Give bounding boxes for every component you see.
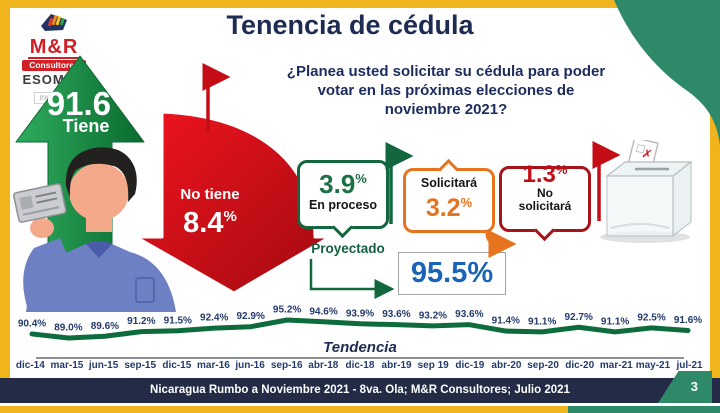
trend-value-label: 91.2% xyxy=(127,316,155,327)
survey-question-line3: noviembre 2021? xyxy=(384,101,508,118)
survey-question-line2: votar en las próximas elecciones de xyxy=(317,82,575,99)
trend-value-label: 91.4% xyxy=(492,316,520,327)
en-proceso-label: En proceso xyxy=(308,198,378,212)
en-proceso-bubble: 3.9% En proceso xyxy=(297,160,389,239)
trend-category-label: dic-18 xyxy=(345,360,375,371)
tiene-label: Tiene xyxy=(62,116,110,136)
no-solicitara-bubble: 1.3% No solicitará xyxy=(499,162,591,242)
trend-category-label: mar-21 xyxy=(599,360,633,371)
footer-text: Nicaragua Rumbo a Noviembre 2021 - 8va. … xyxy=(150,384,570,396)
trend-category-label: abr-18 xyxy=(308,360,339,371)
survey-question: ¿Planea usted solicitar su cédula para p… xyxy=(244,62,648,119)
trend-category-label: abr-19 xyxy=(381,360,412,371)
trend-value-label: 92.5% xyxy=(637,312,665,323)
trend-line xyxy=(29,317,691,341)
trend-value-label: 91.1% xyxy=(601,316,629,327)
trend-category-label: may-21 xyxy=(635,360,671,371)
trend-value-label: 92.4% xyxy=(200,313,228,324)
no-solicitara-value-unit: % xyxy=(555,162,568,177)
tiene-value-unit: % xyxy=(111,88,126,105)
trend-category-label: sep 19 xyxy=(417,360,449,371)
trend-category-label: abr-20 xyxy=(491,360,522,371)
solicitara-value-unit: % xyxy=(460,195,473,210)
trend-value-label: 93.6% xyxy=(382,309,410,320)
page-title: Tenencia de cédula xyxy=(226,10,474,40)
frame-border-top xyxy=(0,0,720,8)
en-proceso-value: 3.9% xyxy=(300,165,386,198)
en-proceso-value-number: 3.9 xyxy=(319,169,356,199)
trend-category-label: sep-16 xyxy=(270,360,303,371)
proyectado-label: Proyectado xyxy=(311,241,385,256)
logo-brand: M&R xyxy=(27,36,81,59)
frame-border-left xyxy=(0,0,10,378)
no-tiene-value: 8.4% xyxy=(150,202,270,238)
trend-chart: 90.4% 89.0% 89.6% 91.2% 91.5% 92.4% 92.9% 95.2%… xyxy=(18,305,702,341)
svg-text:✗: ✗ xyxy=(641,146,654,162)
logo-division: Consultores xyxy=(22,60,86,71)
trend-value-label: 91.5% xyxy=(164,315,192,326)
survey-question-line1: ¿Planea usted solicitar su cédula para p… xyxy=(286,63,606,80)
trend-category-axis: dic-14 mar-15 jun-15 sep-15 dic-15 mar-16 jun-… xyxy=(12,360,708,371)
trend-value-label: 92.9% xyxy=(236,311,264,322)
trend-category-label: jun-15 xyxy=(88,360,119,371)
person-with-id-illustration xyxy=(13,147,176,312)
trend-category-label: dic-20 xyxy=(565,360,595,371)
solicitara-value-number: 3.2 xyxy=(425,194,461,222)
solicitara-label: Solicitará xyxy=(420,176,478,190)
no-solicitara-value-number: 1.3 xyxy=(522,161,556,188)
trend-value-label: 92.7% xyxy=(564,312,592,323)
logo-icon xyxy=(41,14,67,31)
trend-category-label: sep-15 xyxy=(124,360,157,371)
trend-value-label: 93.6% xyxy=(455,309,483,320)
footer-bar: Nicaragua Rumbo a Noviembre 2021 - 8va. … xyxy=(0,378,720,403)
page-number: 3 xyxy=(690,379,698,394)
trend-value-label: 90.4% xyxy=(18,318,46,329)
solicitara-value: 3.2% xyxy=(406,190,492,221)
tiene-value: 91.6% xyxy=(26,80,146,121)
bottom-strip-green xyxy=(568,406,720,413)
no-solicitara-label-line1: No xyxy=(537,186,553,200)
corner-blob-decoration xyxy=(614,0,720,146)
no-solicitara-label-line2: solicitará xyxy=(518,199,572,213)
no-solicitara-bubble-pointer xyxy=(533,219,556,242)
trend-category-label: mar-15 xyxy=(50,360,84,371)
trend-category-label: dic-14 xyxy=(15,360,45,371)
trend-category-label: mar-16 xyxy=(197,360,230,371)
bottom-strip-gold xyxy=(0,406,568,413)
bottom-strips xyxy=(0,403,720,413)
trend-category-label: dic-15 xyxy=(162,360,192,371)
trend-category-label: jun-16 xyxy=(235,360,265,371)
trend-title: Tendencia xyxy=(323,339,397,356)
trend-value-label: 93.9% xyxy=(346,308,374,319)
trend-value-label: 93.2% xyxy=(419,310,447,321)
en-proceso-value-unit: % xyxy=(355,171,367,186)
trend-category-label: jul-21 xyxy=(676,360,703,371)
no-solicitara-value: 1.3% xyxy=(502,158,588,187)
trend-value-label: 91.1% xyxy=(528,316,556,327)
arrow-solicitara-out xyxy=(485,230,517,258)
no-tiene-value-unit: % xyxy=(223,208,237,225)
proyectado-value-box: 95.5% xyxy=(398,252,506,295)
solicitara-bubble: Solicitará 3.2% xyxy=(403,158,495,233)
trend-category-label: sep-20 xyxy=(527,360,559,371)
tiene-value-number: 91.6 xyxy=(46,85,111,122)
trend-category-label: dic-19 xyxy=(455,360,485,371)
trend-value-label: 94.6% xyxy=(309,306,337,317)
ballot-box-illustration: ✗ xyxy=(600,140,693,243)
no-tiene-label: No tiene xyxy=(180,186,240,203)
frame-border-right xyxy=(710,0,720,378)
trend-value-label: 89.0% xyxy=(54,323,82,334)
no-tiene-value-number: 8.4 xyxy=(183,207,224,239)
trend-divider-line xyxy=(36,357,684,359)
trend-value-label: 95.2% xyxy=(273,305,301,316)
trend-value-label: 89.6% xyxy=(91,321,119,332)
trend-value-label: 91.6% xyxy=(674,315,702,326)
